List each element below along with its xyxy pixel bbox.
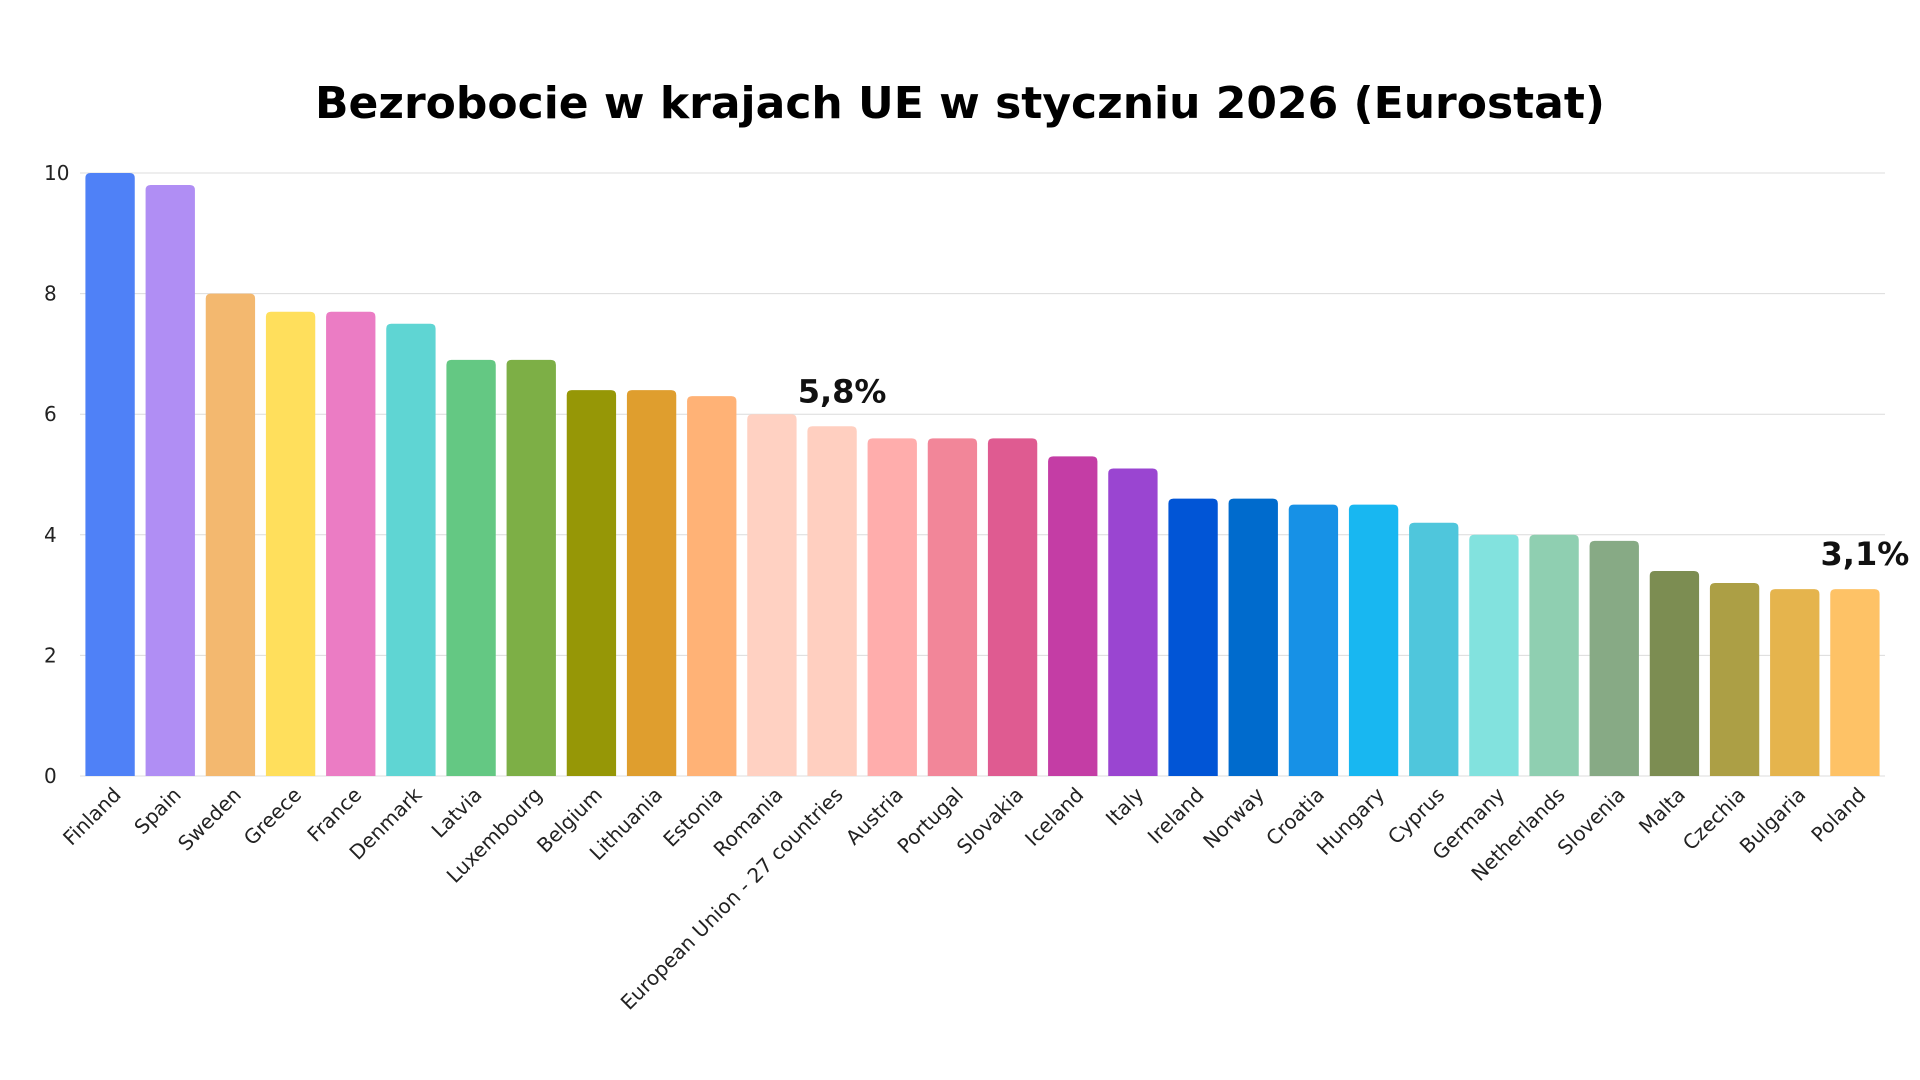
y-tick-label: 8 bbox=[44, 282, 57, 306]
bar-ireland bbox=[1168, 498, 1218, 776]
bar-denmark bbox=[386, 323, 436, 776]
annotations: 5,8% 3,1% bbox=[798, 372, 1910, 573]
bar-european-union-27-countries bbox=[807, 426, 857, 776]
bar-bulgaria bbox=[1770, 589, 1820, 776]
x-tick-label: Greece bbox=[239, 783, 306, 850]
bar-germany bbox=[1469, 534, 1519, 776]
bar-romania bbox=[747, 414, 797, 776]
bar-slovakia bbox=[987, 438, 1038, 776]
bar-finland bbox=[85, 173, 135, 776]
x-tick-label: Spain bbox=[129, 783, 185, 839]
bar-cyprus bbox=[1409, 522, 1459, 776]
y-tick-label: 10 bbox=[44, 161, 69, 185]
x-tick-label: Norway bbox=[1198, 782, 1269, 853]
bar-portugal bbox=[927, 438, 978, 776]
x-tick-label: Poland bbox=[1806, 783, 1870, 847]
bar-poland bbox=[1830, 589, 1880, 776]
y-tick-label: 0 bbox=[44, 764, 57, 788]
x-tick-label: Finland bbox=[58, 783, 126, 851]
x-tick-label: Iceland bbox=[1020, 783, 1088, 851]
bar-estonia bbox=[687, 396, 737, 776]
bar-spain bbox=[145, 185, 195, 776]
gridlines bbox=[80, 172, 1885, 777]
x-tick-label: Bulgaria bbox=[1735, 783, 1811, 859]
bar-malta bbox=[1649, 570, 1700, 776]
y-tick-label: 6 bbox=[44, 402, 57, 426]
bar-france bbox=[326, 311, 376, 776]
x-tick-label: Slovakia bbox=[952, 783, 1028, 859]
bar-latvia bbox=[446, 359, 496, 776]
bar-belgium bbox=[566, 390, 617, 776]
bar-croatia bbox=[1288, 504, 1339, 776]
x-tick-label: European Union - 27 countries bbox=[616, 783, 848, 1015]
bar-iceland bbox=[1048, 456, 1098, 776]
bar-austria bbox=[867, 438, 917, 776]
y-axis-ticks: 0 2 4 6 8 10 bbox=[44, 161, 69, 788]
bar-slovenia bbox=[1589, 540, 1639, 776]
annotation-label: 3,1% bbox=[1821, 535, 1910, 573]
x-tick-label: Malta bbox=[1634, 783, 1690, 839]
bar-luxembourg bbox=[506, 359, 556, 776]
annotation-label: 5,8% bbox=[798, 372, 887, 410]
bar-italy bbox=[1108, 468, 1158, 776]
chart-title: Bezrobocie w krajach UE w styczniu 2026 … bbox=[314, 78, 1606, 129]
bar-czechia bbox=[1709, 583, 1760, 776]
bar-hungary bbox=[1348, 504, 1399, 776]
y-tick-label: 2 bbox=[44, 643, 57, 667]
bars bbox=[85, 173, 1880, 776]
bar-sweden bbox=[205, 293, 256, 776]
bar-lithuania bbox=[626, 390, 677, 776]
x-tick-label: Italy bbox=[1101, 782, 1149, 830]
y-tick-label: 4 bbox=[44, 523, 57, 547]
bar-norway bbox=[1228, 498, 1278, 776]
bar-greece bbox=[265, 311, 316, 776]
bar-netherlands bbox=[1529, 534, 1579, 776]
x-tick-label: Sweden bbox=[173, 783, 246, 856]
x-tick-label: Ireland bbox=[1143, 783, 1209, 849]
